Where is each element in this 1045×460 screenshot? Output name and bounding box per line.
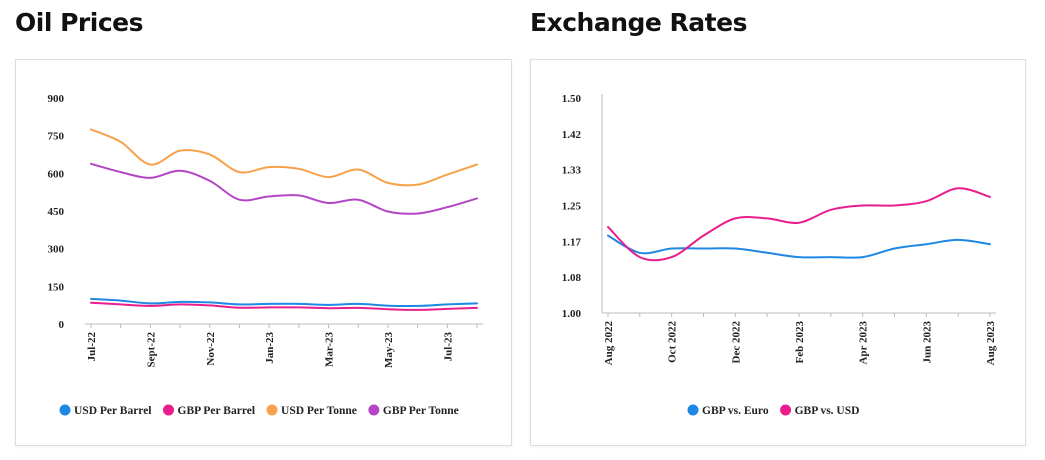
x-tick-label: Jul-23 <box>442 332 454 362</box>
x-tick-label: Apr 2023 <box>858 321 870 365</box>
y-tick-label: 900 <box>48 93 65 105</box>
x-tick-label: Dec 2022 <box>730 321 742 364</box>
legend-item[interactable]: USD Per Tonne <box>266 404 357 418</box>
legend-item[interactable]: GBP vs. Euro <box>687 404 769 418</box>
y-tick-label: 150 <box>48 281 65 293</box>
y-tick-label: 1.50 <box>562 93 582 105</box>
legend-item[interactable]: GBP Per Tonne <box>368 404 459 418</box>
y-tick-label: 750 <box>48 131 65 143</box>
legend-marker <box>163 404 175 416</box>
legend-label: GBP vs. USD <box>795 405 860 417</box>
series-line-usd-per-tonne <box>90 128 478 187</box>
legend-marker <box>780 404 792 416</box>
x-tick-label: Aug 2022 <box>603 321 615 366</box>
x-tick-label: Feb 2023 <box>794 321 806 364</box>
legend-label: GBP Per Tonne <box>383 405 459 417</box>
legend-label: GBP Per Barrel <box>178 405 256 417</box>
exchange-rates-chart-card: 1.50 1.42 1.33 1.25 1.17 1.08 1.00 Aug 2022 Oct … <box>530 59 1026 446</box>
x-tick-label: Jun 2023 <box>921 321 933 364</box>
x-tick-label: Jan-23 <box>264 332 276 364</box>
series-line-gbp-vs-euro <box>607 234 991 259</box>
series-line-usd-per-barrel <box>90 297 478 308</box>
y-tick-label: 1.17 <box>562 236 582 248</box>
x-tick-label: Nov-22 <box>205 332 217 366</box>
exchange-rates-chart: 1.50 1.42 1.33 1.25 1.17 1.08 1.00 Aug 2022 Oct … <box>562 93 997 418</box>
series-line-gbp-per-tonne <box>90 162 478 215</box>
x-tick-label: Sept-22 <box>145 332 157 368</box>
y-tick-label: 1.33 <box>562 165 582 177</box>
series-line-gbp-per-barrel <box>90 301 478 311</box>
y-tick-label: 450 <box>48 206 65 218</box>
legend-marker <box>266 404 278 416</box>
y-tick-label: 600 <box>48 168 65 180</box>
legend-item[interactable]: GBP vs. USD <box>780 404 860 418</box>
legend-item[interactable]: USD Per Barrel <box>59 404 152 418</box>
x-tick-label: Mar-23 <box>324 332 336 368</box>
series-line-gbp-vs-usd <box>607 187 991 262</box>
y-tick-label: 0 <box>59 319 65 331</box>
oil-prices-chart-card: 900 750 600 450 300 150 0 Jul-22 Sept-22 Nov-22 Ja… <box>15 59 512 446</box>
legend-marker <box>687 404 699 416</box>
x-tick-label: May-23 <box>383 332 395 369</box>
y-tick-label: 300 <box>48 244 65 256</box>
x-tick-label: Jul-22 <box>86 332 98 362</box>
exchange-rates-title: Exchange Rates <box>530 8 747 37</box>
legend-item[interactable]: GBP Per Barrel <box>163 404 256 418</box>
x-tick-label: Aug 2023 <box>985 321 997 366</box>
legend-label: USD Per Barrel <box>74 405 152 417</box>
legend-marker <box>368 404 380 416</box>
legend-label: USD Per Tonne <box>281 405 357 417</box>
y-tick-label: 1.08 <box>562 272 582 284</box>
legend-label: GBP vs. Euro <box>702 405 769 417</box>
y-tick-label: 1.25 <box>562 201 582 213</box>
legend-marker <box>59 404 71 416</box>
y-tick-label: 1.00 <box>562 308 582 320</box>
x-tick-label: Oct 2022 <box>667 321 679 363</box>
oil-prices-title: Oil Prices <box>15 8 143 37</box>
y-tick-label: 1.42 <box>562 129 582 141</box>
oil-prices-chart: 900 750 600 450 300 150 0 Jul-22 Sept-22 Nov-22 Ja… <box>48 93 483 418</box>
